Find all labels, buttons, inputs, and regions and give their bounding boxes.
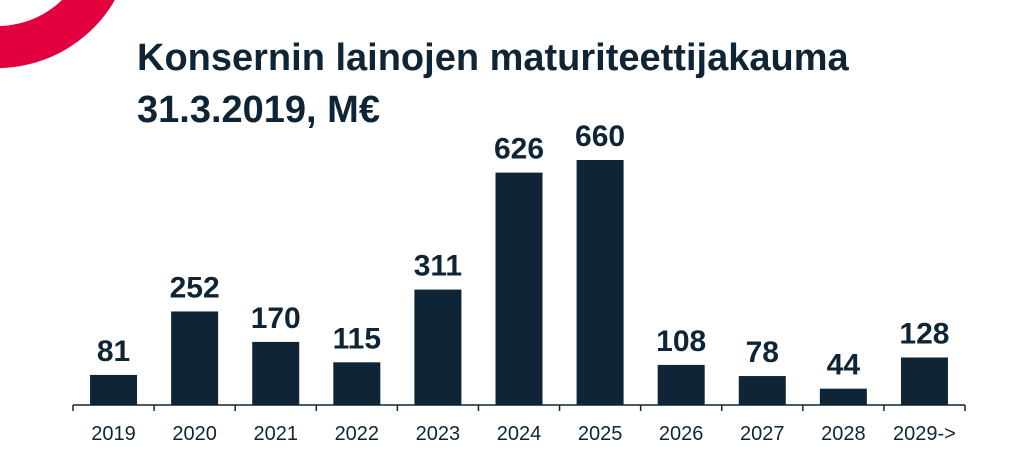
x-tick-label-2028: 2028 [821,423,866,445]
bar-2025 [576,160,624,405]
bar-2024 [495,172,543,405]
x-tick-labels-group: 2019 2020 2021 2022 2023 2024 2025 2026 2027 2028… [91,423,956,445]
bar-2021 [252,341,300,405]
bar-2020 [171,311,219,405]
data-label-2022: 115 [333,322,381,355]
x-tick-label-2019: 2019 [91,423,136,445]
bar-2029-> [900,357,948,405]
x-tick-label-2025: 2025 [578,423,623,445]
data-label-2029->: 128 [899,317,949,350]
bar-2028 [819,388,867,405]
data-label-2024: 626 [494,133,544,166]
value-labels-group: 81 252 170 115 311 626 660 108 78 44 128 [97,120,950,382]
bar-2023 [414,289,462,405]
chart-title: Konsernin lainojen maturiteettijakauma [137,37,849,79]
x-tick-label-2022: 2022 [335,423,380,445]
x-tick-marks-group [72,405,966,411]
data-label-2020: 252 [170,271,220,304]
chart-title-block: Konsernin lainojen maturiteettijakauma 3… [137,32,849,136]
brand-arc-decoration [0,0,115,69]
data-label-2028: 44 [827,349,861,382]
x-tick-label-2023: 2023 [416,423,461,445]
x-tick-label-2027: 2027 [740,423,785,445]
bar-2026 [657,364,705,405]
bar-2019 [90,374,138,405]
data-label-2027: 78 [746,336,779,369]
x-tick-label-2020: 2020 [172,423,217,445]
x-tick-label-2024: 2024 [497,423,542,445]
data-label-2025: 660 [575,120,625,153]
data-label-2023: 311 [414,250,462,283]
bar-2027 [738,376,786,405]
data-label-2021: 170 [251,302,301,335]
bars-group [90,160,948,405]
data-label-2026: 108 [656,325,706,358]
chart-subtitle: 31.3.2019, M€ [137,89,380,131]
x-tick-label-2029->: 2029-> [893,423,956,445]
bar-2022 [333,362,381,405]
data-label-2019: 81 [97,335,130,368]
x-tick-label-2021: 2021 [253,423,298,445]
x-tick-label-2026: 2026 [659,423,704,445]
